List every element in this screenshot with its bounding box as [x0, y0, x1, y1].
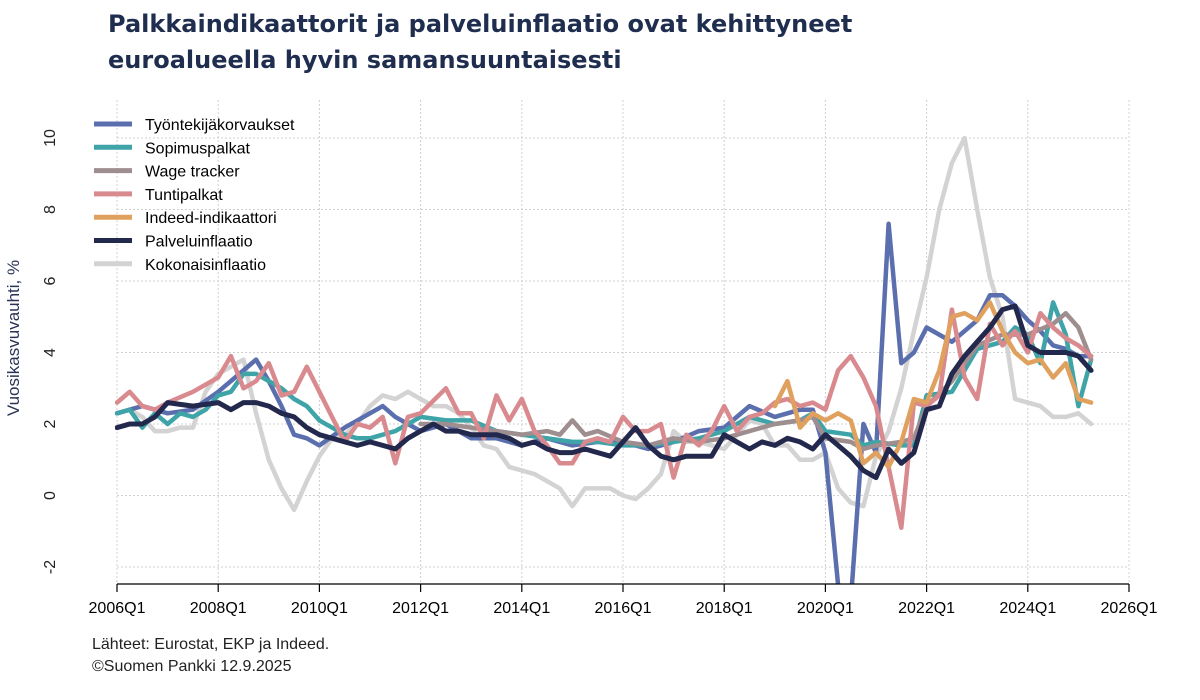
legend-label: Palveluinflaatio [145, 234, 253, 251]
y-tick-label: -2 [42, 560, 59, 574]
source-note: Lähteet: Eurostat, EKP ja Indeed. ©Suome… [92, 634, 329, 678]
x-tick-label: 2018Q1 [696, 600, 753, 617]
legend-label: Indeed-indikaattori [145, 210, 277, 227]
chart-title-line-1: Palkkaindikaattorit ja palveluinflaatio … [108, 10, 853, 38]
source-line-2: ©Suomen Pankki 12.9.2025 [92, 658, 292, 675]
x-tick-label: 2008Q1 [190, 600, 247, 617]
y-tick-label: 0 [42, 491, 59, 500]
legend-label: Sopimuspalkat [145, 140, 251, 157]
x-tick-label: 2020Q1 [797, 600, 854, 617]
x-tick-label: 2024Q1 [999, 600, 1056, 617]
series-line-4 [772, 300, 1094, 470]
y-tick-label: 4 [42, 348, 59, 357]
legend: Työntekijäkorvaukset Sopimuspalkat Wage tr… [94, 117, 295, 274]
x-tick-label: 2006Q1 [89, 600, 146, 617]
x-tick-label: 2010Q1 [291, 600, 348, 617]
legend-label: Tuntipalkat [145, 187, 223, 204]
series-line-5 [115, 303, 1094, 481]
legend-label: Kokonaisinflaatio [145, 257, 266, 274]
chart-title-line-2: euroalueella hyvin samansuuntaisesti [108, 46, 622, 74]
x-tick-label: 2014Q1 [493, 600, 550, 617]
series-line-2 [418, 310, 1094, 452]
legend-label: Wage tracker [145, 164, 240, 181]
y-tick-label: 2 [42, 419, 59, 428]
x-tick-label: 2022Q1 [898, 600, 955, 617]
series-line-3 [115, 307, 1094, 530]
y-tick-label: 8 [42, 205, 59, 214]
y-tick-label: 10 [42, 129, 59, 147]
series-line-0 [115, 221, 1094, 584]
source-line-1: Lähteet: Eurostat, EKP ja Indeed. [92, 636, 330, 653]
y-axis-label: Vuosikasvuvauhti, % [4, 260, 23, 416]
x-tick-label: 2026Q1 [1101, 600, 1158, 617]
legend-label: Työntekijäkorvaukset [145, 117, 295, 134]
chart-title: Palkkaindikaattorit ja palveluinflaatio … [108, 6, 1108, 78]
x-tick-label: 2012Q1 [392, 600, 449, 617]
grid-lines [116, 100, 1130, 584]
axes: -2 0 2 4 6 8 10 2006Q1 2008Q1 2010Q1 2012Q1 2014Q1 2… [42, 129, 1158, 617]
series-line-6 [115, 135, 1094, 513]
x-tick-label: 2016Q1 [595, 600, 652, 617]
series-line-1 [115, 300, 1094, 448]
y-tick-label: 6 [42, 276, 59, 285]
series-lines [115, 135, 1094, 584]
